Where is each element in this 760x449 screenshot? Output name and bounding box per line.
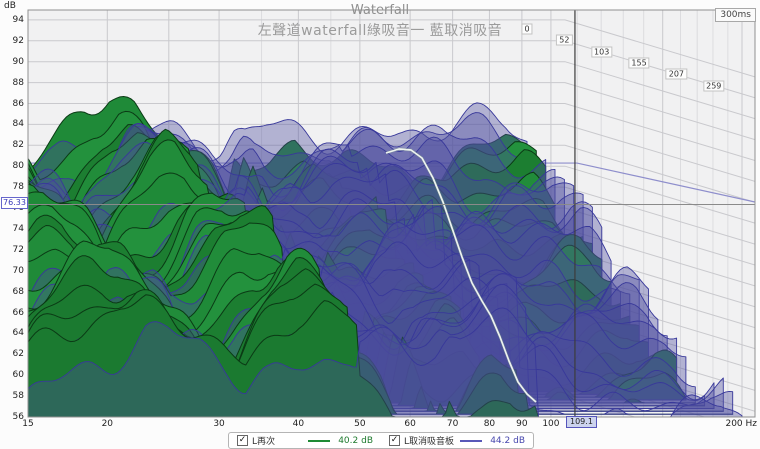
y-tick-label: 94 xyxy=(12,14,24,25)
legend-value-blue: 44.2 dB xyxy=(490,435,525,446)
cursor-db-readout: 76.33 xyxy=(1,197,28,209)
page-subtitle: 左聲道waterfall綠吸音一 藍取消吸音 xyxy=(257,23,503,39)
y-tick-label: 90 xyxy=(12,56,24,67)
x-tick-label: 30 xyxy=(213,419,225,429)
time-slice-label: 103 xyxy=(591,46,613,58)
y-tick-label: 70 xyxy=(12,265,24,276)
y-tick-label: 62 xyxy=(12,349,24,360)
y-tick-label: 78 xyxy=(12,182,24,193)
y-tick-label: 58 xyxy=(12,391,24,402)
time-slice-label: 0 xyxy=(521,23,533,35)
legend-label-green: L再次 xyxy=(252,437,276,447)
legend-checkbox-green[interactable]: ✓ xyxy=(237,435,248,446)
y-tick-label: 72 xyxy=(12,244,24,255)
y-tick-label: 66 xyxy=(12,307,24,318)
x-tick-label: 40 xyxy=(292,419,305,429)
legend-bar: ✓ L再次 40.2 dB ✓ L取消吸音板 44.2 dB xyxy=(228,432,534,449)
plot-border xyxy=(27,9,756,418)
time-window-badge: 300ms xyxy=(715,8,756,22)
grid-h-line xyxy=(28,123,755,182)
legend-entry-blue[interactable]: ✓ L取消吸音板 44.2 dB xyxy=(381,434,533,447)
grid-h-line xyxy=(28,144,755,203)
waterfall-slices-layer xyxy=(28,96,743,417)
x-tick-label: 15 xyxy=(22,419,34,429)
x-tick-label: 70 xyxy=(446,419,459,429)
y-tick-label: 60 xyxy=(12,370,24,381)
cursor-layer xyxy=(28,10,755,417)
legend-checkbox-blue[interactable]: ✓ xyxy=(389,435,400,446)
x-tick-label: 90 xyxy=(516,419,528,429)
x-tick-label: 80 xyxy=(483,419,496,429)
y-axis-unit-label: dB xyxy=(4,1,16,11)
time-slice-label: 155 xyxy=(628,57,650,69)
waterfall-slice xyxy=(28,307,743,417)
legend-line-sample-blue xyxy=(460,439,483,442)
cursor-frequency-readout: 109.1 xyxy=(566,416,597,428)
y-tick-label: 82 xyxy=(12,140,24,151)
y-tick-label: 64 xyxy=(12,328,24,339)
page-title: Waterfall xyxy=(350,3,410,18)
x-axis-end-label: 200 Hz xyxy=(725,419,757,429)
x-tick-label: 60 xyxy=(404,419,416,429)
y-tick-label: 68 xyxy=(12,286,24,297)
y-tick-label: 56 xyxy=(12,412,24,422)
legend-value-green: 40.2 dB xyxy=(338,435,373,446)
y-tick-label: 74 xyxy=(12,223,24,234)
y-tick-label: 80 xyxy=(12,161,24,172)
y-tick-label: 86 xyxy=(12,98,24,109)
waterfall-slice xyxy=(28,294,743,417)
legend-label-blue: L取消吸音板 xyxy=(404,437,455,447)
grid-h-line xyxy=(28,103,755,161)
legend-line-sample-green xyxy=(308,439,331,442)
y-tick-label: 88 xyxy=(12,77,24,88)
y-tick-label: 92 xyxy=(12,35,24,46)
time-slice-label: 259 xyxy=(703,80,725,91)
y-tick-label: 84 xyxy=(12,119,24,130)
x-tick-label: 50 xyxy=(354,419,366,429)
x-tick-label: 100 xyxy=(542,419,560,429)
time-slice-label: 52 xyxy=(556,34,573,46)
time-slice-label: 207 xyxy=(665,68,688,80)
grid-h-line xyxy=(28,61,755,120)
grid-h-line xyxy=(28,19,755,78)
highlight-trace xyxy=(385,148,537,403)
grid-h-line xyxy=(28,82,755,141)
legend-entry-green[interactable]: ✓ L再次 40.2 dB xyxy=(229,434,381,447)
x-tick-label: 20 xyxy=(101,419,114,429)
